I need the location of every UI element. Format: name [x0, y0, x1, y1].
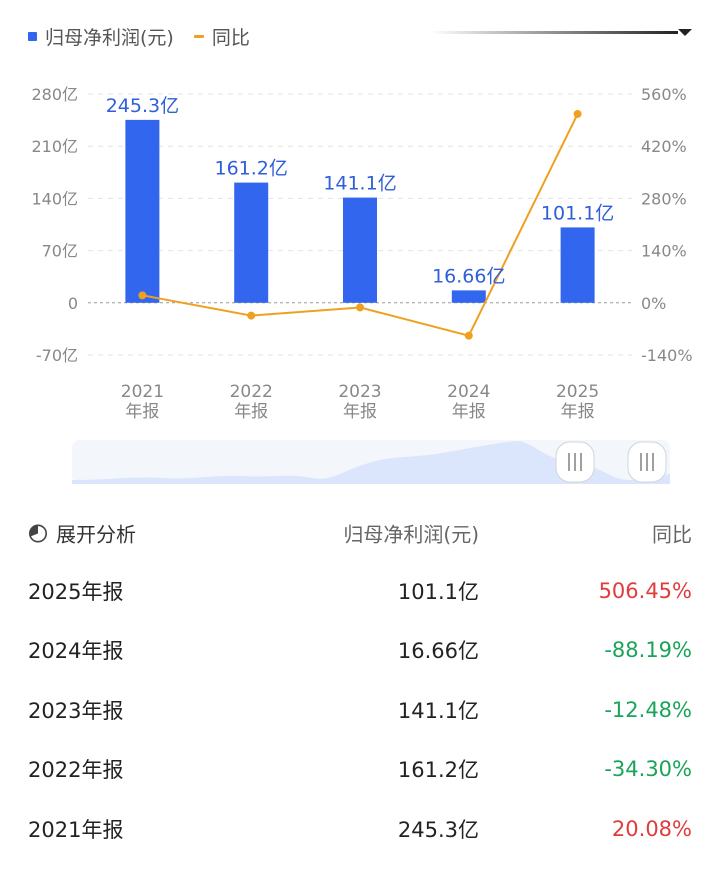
bar-data-label: 16.66亿	[432, 265, 505, 287]
row-net-profit: 245.3亿	[397, 817, 479, 842]
data-zoom-slider[interactable]	[72, 440, 670, 484]
row-net-profit: 141.1亿	[397, 698, 479, 723]
x-axis-tick-label: 2023	[338, 382, 381, 402]
table-header: 展开分析 归母净利润(元) 同比	[0, 505, 720, 561]
x-axis-tick-label: 2022	[230, 382, 273, 402]
right-axis-tick-label: 280%	[641, 189, 687, 208]
slider-handle-right[interactable]	[627, 441, 667, 483]
net-profit-chart: 280亿 210亿 140亿 70亿 0 -70亿 560% 420% 280% 140% 0% -1…	[31, 85, 693, 422]
bar	[451, 290, 486, 303]
slider-overview-area	[72, 441, 670, 484]
bar	[125, 119, 160, 303]
slider-handle-left[interactable]	[555, 441, 595, 483]
row-yoy: 20.08%	[611, 816, 692, 841]
legend-scroll-indicator[interactable]	[430, 28, 692, 38]
table-row-2025年报: 2025年报 101.1亿 506.45%	[0, 561, 720, 621]
column-header-yoy: 同比	[652, 522, 692, 547]
profit-table: 展开分析 归母净利润(元) 同比 2025年报 101.1亿 506.45% 2…	[0, 505, 720, 859]
row-period: 2024年报	[28, 639, 124, 664]
legend-label-yoy: 同比	[211, 26, 250, 49]
column-header-net-profit: 归母净利润(元)	[343, 522, 479, 547]
row-period: 2025年报	[28, 579, 124, 604]
legend-swatch-line	[193, 34, 204, 38]
row-period: 2021年报	[28, 817, 124, 842]
right-axis-tick-label: 560%	[641, 85, 687, 104]
expand-analysis-label: 展开分析	[56, 522, 136, 547]
legend-item-net-profit[interactable]: 归母净利润(元)	[28, 23, 174, 50]
bar	[343, 197, 377, 303]
triangle-down-icon	[678, 29, 692, 36]
bar-data-label: 101.1亿	[541, 202, 614, 224]
x-axis-tick-label: 2024	[447, 382, 490, 402]
pie-chart-icon	[29, 524, 47, 542]
yoy-point	[356, 303, 364, 312]
x-axis-tick-label: 2025	[556, 382, 599, 402]
bar-data-label: 161.2亿	[214, 158, 287, 180]
left-axis-tick-label: 70亿	[42, 242, 78, 261]
yoy-point	[247, 311, 256, 320]
table-row-2024年报: 2024年报 16.66亿 -88.19%	[0, 621, 720, 681]
row-yoy: -88.19%	[604, 638, 692, 663]
right-axis-tick-label: 420%	[641, 137, 687, 156]
table-row-2023年报: 2023年报 141.1亿 -12.48%	[0, 680, 720, 740]
right-axis-tick-label: 0%	[641, 294, 666, 313]
yoy-point	[573, 109, 582, 118]
legend-swatch-bar	[28, 31, 37, 41]
legend-label-net-profit: 归母净利润(元)	[45, 26, 174, 49]
row-net-profit: 101.1亿	[397, 579, 479, 604]
right-axis-tick-label: 140%	[641, 242, 687, 261]
left-axis-tick-label: 140亿	[31, 189, 78, 208]
left-axis-tick-label: 0	[68, 294, 78, 313]
row-yoy: -12.48%	[604, 697, 692, 722]
yoy-point	[138, 291, 147, 300]
row-period: 2023年报	[28, 698, 124, 723]
left-axis-tick-label: 210亿	[31, 137, 78, 156]
legend-item-yoy[interactable]: 同比	[193, 23, 250, 50]
bar	[560, 227, 595, 303]
chart-legend: 归母净利润(元) 同比	[28, 22, 270, 50]
x-axis-tick-label: 年报	[125, 402, 159, 422]
bar-data-label: 245.3亿	[106, 95, 179, 117]
x-axis-tick-label: 2021	[121, 382, 164, 402]
yoy-point	[464, 331, 473, 340]
x-axis-tick-label: 年报	[234, 402, 268, 422]
bar	[234, 182, 269, 303]
left-axis-tick-label: 280亿	[31, 85, 78, 104]
x-axis-tick-label: 年报	[343, 402, 377, 422]
x-axis-tick-label: 年报	[561, 402, 595, 422]
row-period: 2022年报	[28, 758, 124, 783]
right-axis-tick-label: -140%	[641, 346, 693, 365]
row-net-profit: 161.2亿	[397, 758, 479, 783]
row-net-profit: 16.66亿	[397, 639, 479, 664]
row-yoy: 506.45%	[598, 578, 692, 603]
bar-data-label: 141.1亿	[323, 173, 396, 195]
table-row-2022年报: 2022年报 161.2亿 -34.30%	[0, 740, 720, 800]
row-yoy: -34.30%	[604, 757, 692, 782]
x-axis-tick-label: 年报	[452, 402, 486, 422]
left-axis-tick-label: -70亿	[36, 346, 78, 365]
expand-analysis-button[interactable]: 展开分析	[28, 519, 136, 548]
table-row-2021年报: 2021年报 245.3亿 20.08%	[0, 799, 720, 859]
